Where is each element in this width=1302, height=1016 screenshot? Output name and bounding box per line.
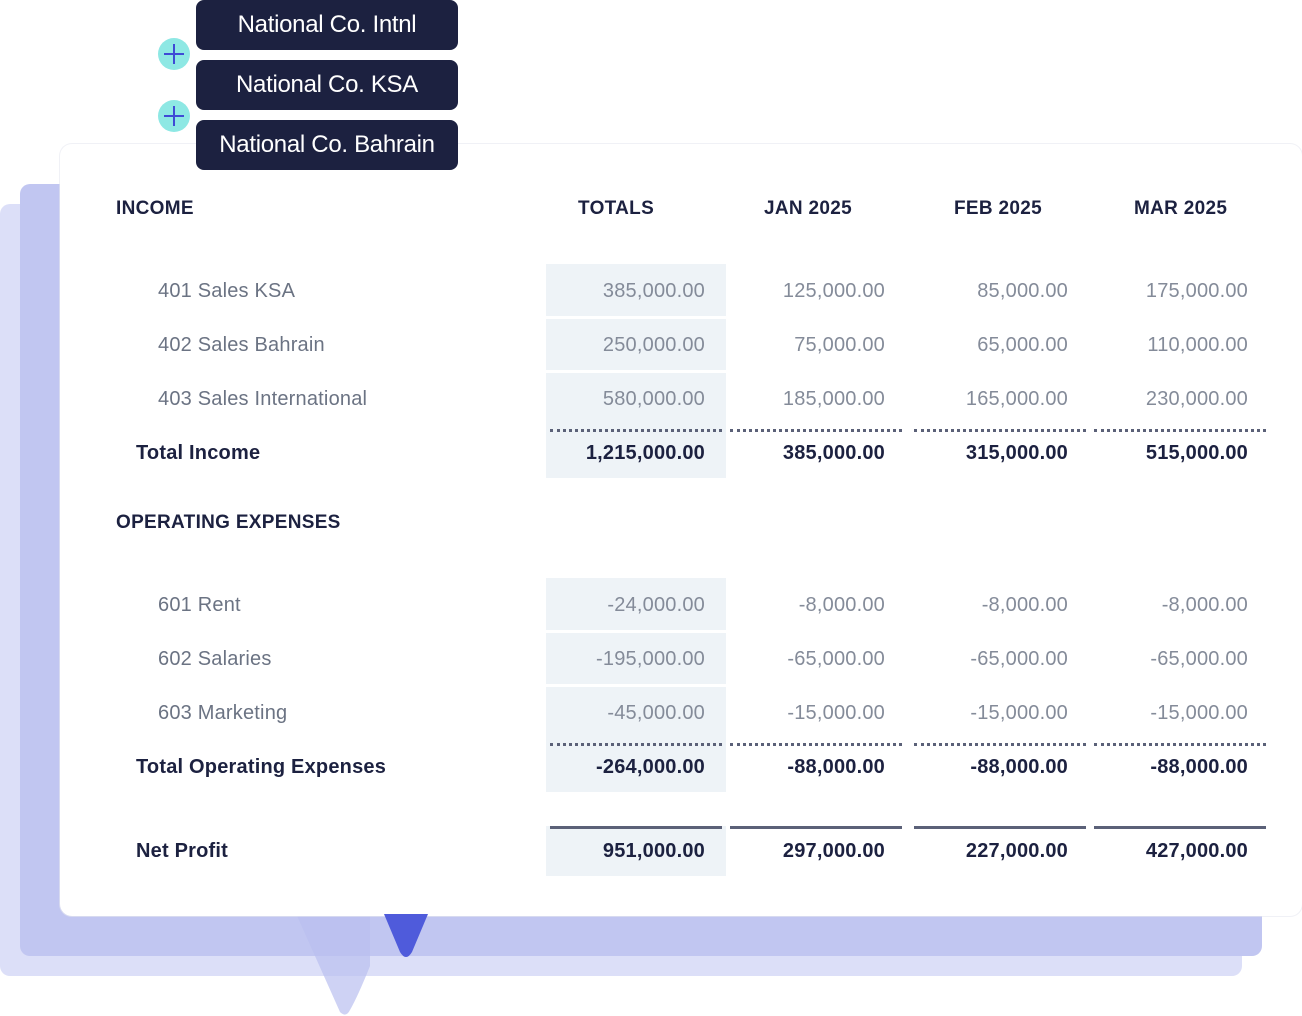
income-header: INCOME xyxy=(116,198,194,219)
account-label: 602 Salaries xyxy=(158,648,272,670)
total-expenses-feb: -88,000.00 xyxy=(970,756,1068,778)
row-divider xyxy=(546,370,726,373)
entity-label: National Co. Intnl xyxy=(237,11,417,38)
row-value-total: 385,000.00 xyxy=(602,280,705,302)
row-value-mar: -8,000.00 xyxy=(1161,594,1248,616)
net-profit-divider xyxy=(1094,826,1266,829)
account-label: 401 Sales KSA xyxy=(158,280,296,302)
subtotal-divider xyxy=(1094,429,1266,432)
pointer-shape-dark xyxy=(384,914,428,957)
net-profit-mar: 427,000.00 xyxy=(1145,840,1248,862)
add-entity-button[interactable] xyxy=(158,38,190,70)
net-profit-feb: 227,000.00 xyxy=(965,840,1068,862)
month-header-mar: MAR 2025 xyxy=(1134,198,1228,219)
total-income-feb: 315,000.00 xyxy=(965,442,1068,464)
subtotal-divider xyxy=(550,429,722,432)
net-profit-divider xyxy=(730,826,902,829)
plus-icon xyxy=(164,106,184,126)
total-expenses-mar: -88,000.00 xyxy=(1150,756,1248,778)
row-value-jan: 125,000.00 xyxy=(782,280,885,302)
month-header-jan: JAN 2025 xyxy=(764,198,852,219)
total-income-jan: 385,000.00 xyxy=(782,442,885,464)
row-value-total: -24,000.00 xyxy=(607,594,705,616)
row-value-feb: 85,000.00 xyxy=(977,280,1068,302)
row-value-feb: -8,000.00 xyxy=(981,594,1068,616)
entity-label: National Co. Bahrain xyxy=(219,131,435,158)
net-profit-divider xyxy=(914,826,1086,829)
net-profit-value: 951,000.00 xyxy=(602,840,705,862)
row-value-feb: -65,000.00 xyxy=(970,648,1068,670)
month-header-feb: FEB 2025 xyxy=(954,198,1042,219)
net-profit-divider xyxy=(550,826,722,829)
subtotal-divider xyxy=(914,743,1086,746)
row-value-feb: 165,000.00 xyxy=(965,388,1068,410)
row-value-mar: 175,000.00 xyxy=(1145,280,1248,302)
row-value-total: -45,000.00 xyxy=(607,702,705,724)
account-label: 603 Marketing xyxy=(158,702,288,724)
row-value-feb: -15,000.00 xyxy=(970,702,1068,724)
totals-column-net-bg xyxy=(546,826,726,876)
subtotal-divider xyxy=(914,429,1086,432)
row-value-jan: 75,000.00 xyxy=(794,334,885,356)
entity-label: National Co. KSA xyxy=(236,71,418,98)
net-profit-jan: 297,000.00 xyxy=(782,840,885,862)
account-label: 403 Sales International xyxy=(158,388,368,410)
entity-pill-bahrain[interactable]: National Co. Bahrain xyxy=(196,120,458,170)
total-income-label: Total Income xyxy=(136,442,261,464)
row-value-total: 250,000.00 xyxy=(602,334,705,356)
total-expenses-label: Total Operating Expenses xyxy=(136,756,387,778)
totals-header: TOTALS xyxy=(578,198,655,219)
row-divider xyxy=(546,684,726,687)
total-income-mar: 515,000.00 xyxy=(1145,442,1248,464)
account-label: 402 Sales Bahrain xyxy=(158,334,325,356)
total-expenses-value: -264,000.00 xyxy=(596,756,705,778)
subtotal-divider xyxy=(730,743,902,746)
row-value-jan: 185,000.00 xyxy=(782,388,885,410)
row-value-mar: 110,000.00 xyxy=(1147,334,1248,356)
row-divider xyxy=(546,316,726,319)
row-value-total: -195,000.00 xyxy=(596,648,705,670)
subtotal-divider xyxy=(1094,743,1266,746)
row-value-mar: -65,000.00 xyxy=(1150,648,1248,670)
row-value-jan: -8,000.00 xyxy=(798,594,885,616)
row-value-total: 580,000.00 xyxy=(602,388,705,410)
account-label: 601 Rent xyxy=(158,594,241,616)
row-value-mar: 230,000.00 xyxy=(1145,388,1248,410)
total-expenses-jan: -88,000.00 xyxy=(787,756,885,778)
row-value-jan: -15,000.00 xyxy=(787,702,885,724)
entity-pill-ksa[interactable]: National Co. KSA xyxy=(196,60,458,110)
plus-icon xyxy=(164,44,184,64)
row-value-mar: -15,000.00 xyxy=(1150,702,1248,724)
subtotal-divider xyxy=(550,743,722,746)
add-entity-button[interactable] xyxy=(158,100,190,132)
total-income-value: 1,215,000.00 xyxy=(585,442,705,464)
subtotal-divider xyxy=(730,429,902,432)
pointer-shape-light xyxy=(290,900,370,1015)
operating-expenses-header: OPERATING EXPENSES xyxy=(116,512,341,533)
row-divider xyxy=(546,630,726,633)
row-value-jan: -65,000.00 xyxy=(787,648,885,670)
net-profit-label: Net Profit xyxy=(136,840,228,862)
entity-pill-intnl[interactable]: National Co. Intnl xyxy=(196,0,458,50)
row-value-feb: 65,000.00 xyxy=(977,334,1068,356)
